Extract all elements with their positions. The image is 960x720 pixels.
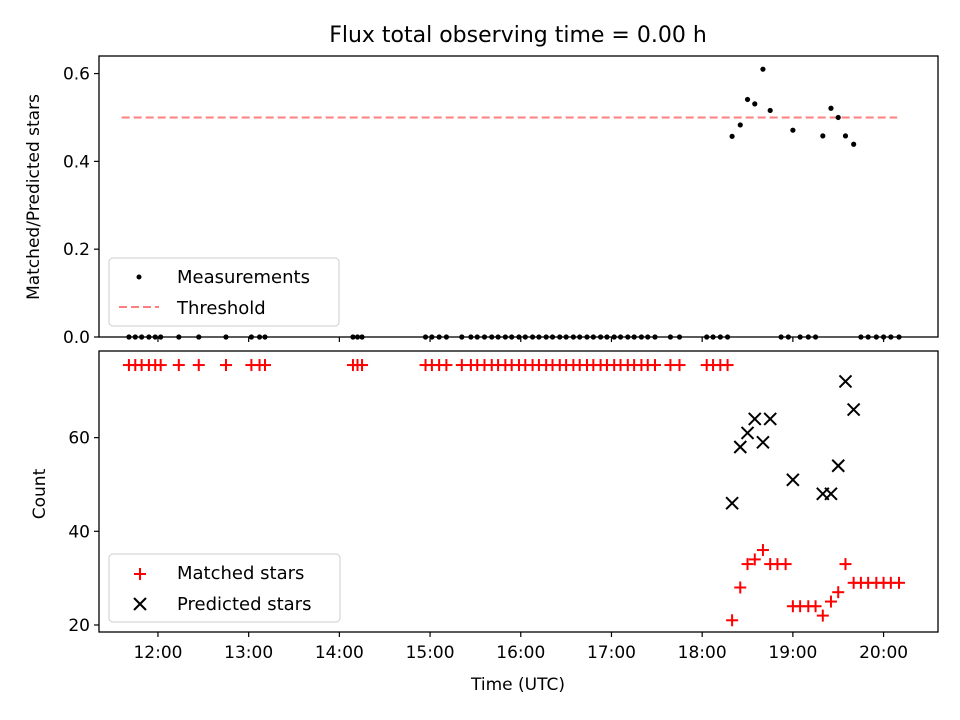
legend-matched-stars-marker <box>134 568 146 580</box>
y-tick-label: 40 <box>68 522 90 542</box>
legend-threshold-label: Threshold <box>176 298 266 319</box>
matched-star-point <box>440 359 453 372</box>
matched-star-point <box>356 359 369 372</box>
matched-star-point <box>824 595 837 608</box>
predicted-star-point <box>786 473 800 487</box>
predicted-star-point <box>838 374 853 389</box>
matched-star-point <box>172 359 185 372</box>
bottom-x-axis: 12:00 13:00 14:00 15:00 16:00 17:00 18:00 19:00… <box>133 632 908 663</box>
matched-star-point <box>154 359 167 372</box>
matched-star-point <box>258 359 271 372</box>
matched-star-point <box>734 581 747 594</box>
predicted-star-point <box>748 412 762 426</box>
y-tick-label: 0.6 <box>63 65 90 85</box>
predicted-star-point <box>725 496 739 510</box>
matched-star-point <box>192 359 205 372</box>
y-tick-label: 60 <box>68 429 90 449</box>
bottom-y-axis-label: Count <box>30 468 50 519</box>
predicted-star-point <box>824 487 838 501</box>
top-legend-box <box>108 257 340 327</box>
x-tick-label: 14:00 <box>315 643 364 663</box>
x-axis-label: Time (UTC) <box>470 675 565 695</box>
measurement-point <box>835 114 841 121</box>
bottom-legend: Matched stars Predicted stars <box>108 553 341 623</box>
x-tick-label: 12:00 <box>133 643 182 663</box>
matched-star-point <box>748 553 761 566</box>
matched-star-point <box>741 558 754 571</box>
measurement-point <box>790 127 796 133</box>
x-tick-label: 20:00 <box>859 643 908 663</box>
measurement-point <box>851 141 857 147</box>
matched-star-point <box>673 359 686 372</box>
matched-star-point <box>892 576 905 589</box>
matched-star-point <box>839 558 852 571</box>
predicted-star-point <box>846 402 861 417</box>
predicted-star-point <box>733 440 747 454</box>
y-tick-label: 20 <box>68 616 90 636</box>
x-tick-label: 16:00 <box>496 643 545 663</box>
matched-star-point <box>756 544 769 557</box>
y-tick-label: 0.2 <box>63 240 90 260</box>
measurement-point <box>760 66 766 72</box>
top-axes-frame <box>98 55 939 338</box>
measurement-point <box>842 133 849 139</box>
legend-matched-stars-label: Matched stars <box>177 563 304 584</box>
y-tick-label: 0.0 <box>63 328 90 348</box>
measurement-point <box>744 96 751 103</box>
x-tick-label: 13:00 <box>224 643 273 663</box>
predicted-star-point <box>763 412 777 426</box>
top-legend: Measurements Threshold <box>108 257 340 327</box>
measurement-point <box>820 133 826 139</box>
top-x-axis-ticks <box>157 337 885 342</box>
measurement-point <box>737 122 743 128</box>
x-tick-label: 15:00 <box>406 643 455 663</box>
matched-star-point <box>649 359 662 372</box>
matched-star-point <box>219 359 232 372</box>
predicted-star-point <box>740 426 755 440</box>
measurement-point <box>828 105 834 111</box>
y-tick-label: 0.4 <box>63 152 90 172</box>
x-tick-label: 17:00 <box>587 643 636 663</box>
legend-measurements-marker <box>136 274 142 280</box>
bottom-axes-frame <box>98 350 939 633</box>
measurement-point <box>752 101 758 107</box>
x-tick-label: 19:00 <box>768 643 817 663</box>
legend-predicted-stars-marker <box>133 597 147 611</box>
top-plot-area <box>121 66 902 340</box>
measurement-point <box>729 133 735 139</box>
matched-star-point <box>816 609 829 622</box>
x-tick-label: 18:00 <box>678 643 727 663</box>
legend-measurements-label: Measurements <box>177 267 310 288</box>
bottom-plot-area <box>122 359 905 627</box>
matched-star-point <box>832 586 845 599</box>
predicted-star-point <box>831 459 845 473</box>
matched-star-point <box>726 614 739 627</box>
predicted-star-point <box>756 435 770 450</box>
legend-predicted-stars-label: Predicted stars <box>177 594 311 615</box>
measurement-point <box>767 107 773 114</box>
matched-star-point <box>779 558 792 571</box>
bottom-y-axis: 20 40 60 <box>68 429 99 636</box>
bottom-legend-box <box>108 553 341 623</box>
matched-star-point <box>721 359 734 372</box>
top-y-axis-label: Matched/Predicted stars <box>24 94 44 300</box>
top-y-axis: 0.0 0.2 0.4 0.6 <box>63 65 99 348</box>
matched-star-point <box>809 600 822 613</box>
chart-title: Flux total observing time = 0.00 h <box>329 23 707 48</box>
